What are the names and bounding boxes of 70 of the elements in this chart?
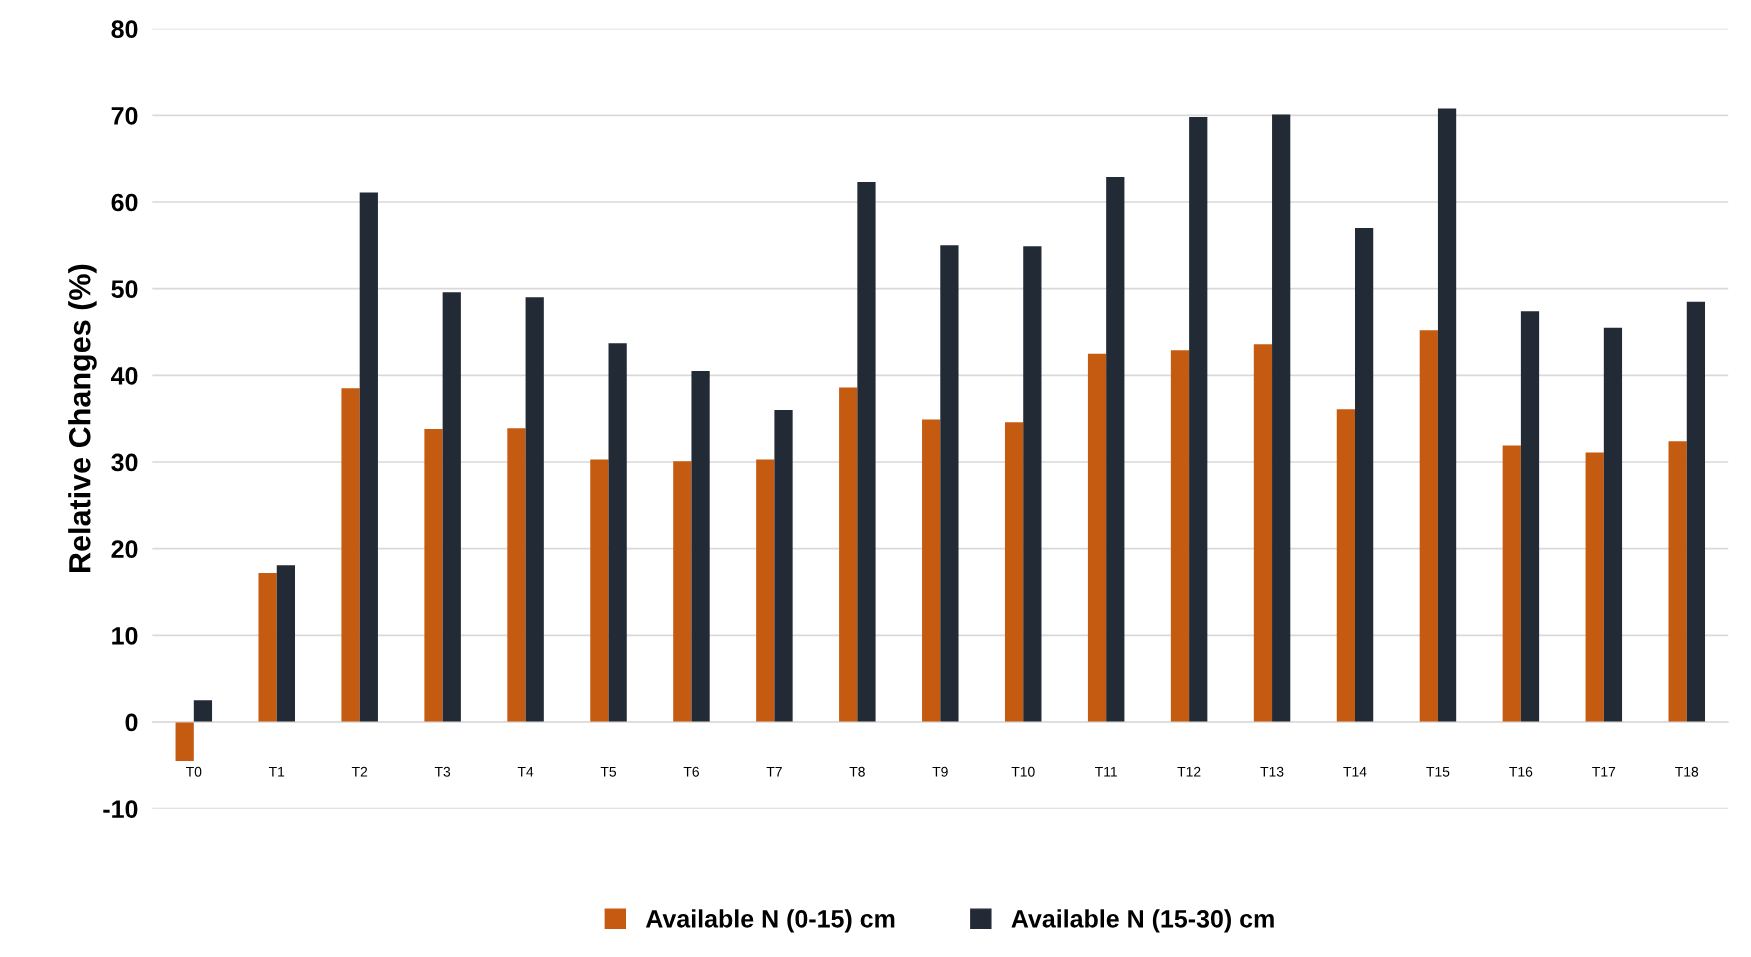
bar bbox=[608, 343, 627, 722]
bar bbox=[193, 700, 213, 722]
y-tick-label: 50 bbox=[111, 280, 138, 298]
bar bbox=[922, 419, 941, 722]
x-tick-label: T5 bbox=[600, 766, 617, 777]
bar bbox=[1437, 108, 1457, 722]
bar bbox=[1170, 350, 1190, 722]
y-tick-label: 20 bbox=[111, 540, 138, 558]
x-tick-label: T11 bbox=[1095, 766, 1117, 777]
bar bbox=[839, 387, 858, 722]
bar bbox=[673, 461, 692, 722]
y-axis-title: Relative Changes (%) bbox=[68, 264, 97, 572]
y-tick-label: 70 bbox=[111, 106, 138, 125]
x-tick-label: T15 bbox=[1426, 766, 1450, 777]
bar bbox=[507, 428, 526, 722]
bar bbox=[525, 297, 544, 722]
bar bbox=[1585, 452, 1604, 722]
x-tick-label: T2 bbox=[351, 766, 368, 777]
bar bbox=[1603, 327, 1623, 722]
x-tick-label: T0 bbox=[186, 766, 202, 777]
x-tick-label: T14 bbox=[1343, 766, 1367, 777]
x-tick-label: T7 bbox=[766, 766, 782, 777]
x-tick-label: T3 bbox=[434, 766, 451, 777]
bar bbox=[1189, 117, 1208, 722]
bar bbox=[1087, 353, 1107, 722]
x-tick-label: T13 bbox=[1260, 766, 1284, 777]
bar bbox=[1023, 246, 1042, 722]
y-tick-label: -10 bbox=[103, 800, 138, 818]
y-tick-label: 10 bbox=[112, 626, 138, 645]
y-tick-label: 40 bbox=[111, 366, 138, 385]
bar bbox=[1004, 422, 1024, 722]
legend-label: Available N (15-30) cm bbox=[1011, 909, 1274, 933]
x-tick-label: T8 bbox=[849, 766, 865, 777]
x-tick-label: T10 bbox=[1011, 766, 1035, 777]
bar bbox=[1668, 441, 1687, 722]
x-tick-label: T1 bbox=[268, 766, 285, 777]
x-tick-label: T12 bbox=[1177, 766, 1201, 777]
x-tick-label: T18 bbox=[1675, 766, 1699, 777]
bar bbox=[774, 410, 793, 722]
bar bbox=[691, 371, 710, 722]
bar bbox=[424, 429, 443, 722]
bar bbox=[276, 565, 295, 722]
x-tick-label: T6 bbox=[683, 766, 699, 777]
y-tick-label: 60 bbox=[111, 193, 138, 212]
bar bbox=[590, 459, 609, 722]
bar bbox=[359, 192, 378, 722]
y-tick-label: 80 bbox=[111, 20, 138, 39]
bar bbox=[1272, 114, 1291, 722]
bar bbox=[1253, 344, 1273, 722]
y-tick-label: 0 bbox=[125, 713, 138, 732]
bar bbox=[1355, 228, 1374, 722]
x-tick-label: T4 bbox=[517, 766, 534, 777]
bar bbox=[442, 292, 461, 722]
bar bbox=[1686, 301, 1706, 722]
x-tick-label: T17 bbox=[1592, 766, 1616, 777]
bar bbox=[857, 182, 876, 722]
bar bbox=[175, 722, 194, 761]
bar bbox=[1502, 445, 1521, 722]
bar bbox=[1336, 409, 1355, 722]
bar bbox=[258, 572, 277, 722]
x-tick-label: T16 bbox=[1509, 766, 1533, 777]
bar bbox=[756, 459, 775, 722]
bar bbox=[1520, 311, 1540, 722]
bar bbox=[341, 388, 360, 722]
bar bbox=[940, 245, 959, 722]
bar bbox=[1106, 176, 1125, 722]
legend-label: Available N (0-15) cm bbox=[645, 909, 895, 933]
bar bbox=[1419, 330, 1438, 722]
y-tick-label: 30 bbox=[111, 453, 138, 472]
x-tick-label: T9 bbox=[932, 766, 948, 777]
